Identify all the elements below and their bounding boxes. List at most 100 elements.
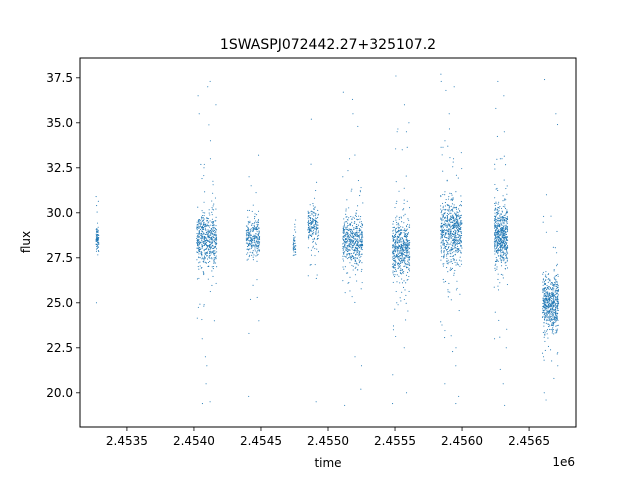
data-point bbox=[457, 218, 459, 220]
data-point bbox=[207, 240, 209, 242]
data-point bbox=[406, 267, 408, 269]
data-point bbox=[207, 233, 209, 235]
data-point bbox=[95, 228, 97, 230]
data-point bbox=[440, 250, 442, 252]
data-point bbox=[502, 195, 504, 197]
data-point bbox=[347, 232, 349, 234]
data-point bbox=[359, 237, 361, 239]
data-point bbox=[444, 140, 446, 142]
data-point bbox=[543, 304, 545, 306]
data-point bbox=[495, 188, 497, 190]
data-point bbox=[449, 212, 451, 214]
data-point bbox=[548, 319, 550, 322]
data-point bbox=[451, 225, 454, 227]
data-point bbox=[460, 240, 462, 242]
data-point bbox=[557, 309, 559, 311]
data-point bbox=[347, 246, 349, 248]
data-point bbox=[356, 230, 358, 232]
data-point bbox=[456, 251, 459, 253]
data-point bbox=[494, 311, 496, 313]
data-point bbox=[342, 227, 344, 229]
data-point bbox=[451, 198, 453, 200]
data-point bbox=[95, 233, 97, 235]
data-point bbox=[399, 252, 401, 254]
data-point bbox=[198, 236, 200, 238]
data-point bbox=[359, 243, 361, 245]
data-point bbox=[554, 282, 556, 284]
data-point bbox=[203, 255, 205, 257]
data-point bbox=[204, 191, 206, 193]
data-point bbox=[97, 234, 99, 237]
data-point bbox=[551, 287, 554, 289]
data-point bbox=[452, 158, 455, 160]
data-point bbox=[542, 331, 544, 334]
data-point bbox=[309, 217, 311, 219]
data-point bbox=[543, 309, 545, 311]
data-point bbox=[499, 217, 501, 219]
data-point bbox=[395, 202, 397, 204]
data-point bbox=[255, 241, 257, 243]
data-point bbox=[360, 187, 362, 189]
data-point bbox=[394, 263, 396, 265]
data-point bbox=[203, 249, 205, 251]
data-point bbox=[503, 257, 505, 259]
data-point bbox=[351, 242, 353, 244]
data-point bbox=[556, 318, 558, 320]
data-point bbox=[404, 289, 406, 291]
data-point bbox=[399, 262, 402, 264]
data-point bbox=[349, 249, 351, 251]
data-point bbox=[316, 227, 318, 229]
data-point bbox=[494, 227, 496, 229]
data-point bbox=[359, 250, 361, 252]
data-point bbox=[553, 333, 555, 335]
data-point bbox=[550, 310, 552, 312]
data-point bbox=[553, 298, 555, 300]
data-point bbox=[456, 229, 458, 231]
data-point bbox=[454, 241, 456, 243]
data-point bbox=[504, 232, 506, 234]
data-point bbox=[207, 265, 209, 268]
data-point bbox=[393, 257, 395, 260]
data-point bbox=[405, 235, 407, 237]
data-point bbox=[442, 242, 444, 244]
data-point bbox=[211, 208, 213, 210]
data-point bbox=[494, 202, 496, 205]
data-point bbox=[211, 234, 213, 236]
data-point bbox=[456, 240, 459, 242]
data-point bbox=[401, 255, 403, 257]
data-point bbox=[247, 234, 249, 236]
data-point bbox=[546, 292, 548, 294]
data-point bbox=[394, 246, 396, 248]
data-point bbox=[395, 75, 397, 77]
data-point bbox=[440, 146, 442, 148]
data-point bbox=[309, 204, 311, 206]
data-point bbox=[252, 245, 254, 247]
data-point bbox=[458, 227, 460, 230]
data-point bbox=[98, 250, 100, 252]
data-point bbox=[551, 323, 553, 325]
data-point bbox=[449, 192, 451, 194]
data-point bbox=[258, 154, 260, 156]
data-point bbox=[453, 274, 455, 276]
data-point bbox=[200, 230, 202, 232]
data-point bbox=[348, 243, 350, 245]
data-point bbox=[205, 223, 207, 225]
data-point bbox=[496, 228, 498, 230]
y-axis: 20.022.525.027.530.032.535.037.5 bbox=[46, 71, 80, 400]
data-point bbox=[548, 326, 550, 328]
data-point bbox=[556, 316, 558, 318]
data-point bbox=[495, 260, 497, 263]
data-point bbox=[248, 176, 250, 178]
data-point bbox=[446, 244, 448, 246]
data-point bbox=[495, 247, 497, 250]
data-point bbox=[398, 246, 400, 248]
data-point bbox=[455, 208, 458, 210]
data-point bbox=[351, 236, 353, 239]
data-point bbox=[447, 296, 449, 298]
data-point bbox=[497, 219, 499, 221]
data-point bbox=[355, 239, 357, 241]
data-point bbox=[494, 217, 497, 219]
data-point bbox=[503, 245, 505, 247]
data-point bbox=[403, 271, 405, 273]
data-point bbox=[252, 230, 254, 232]
